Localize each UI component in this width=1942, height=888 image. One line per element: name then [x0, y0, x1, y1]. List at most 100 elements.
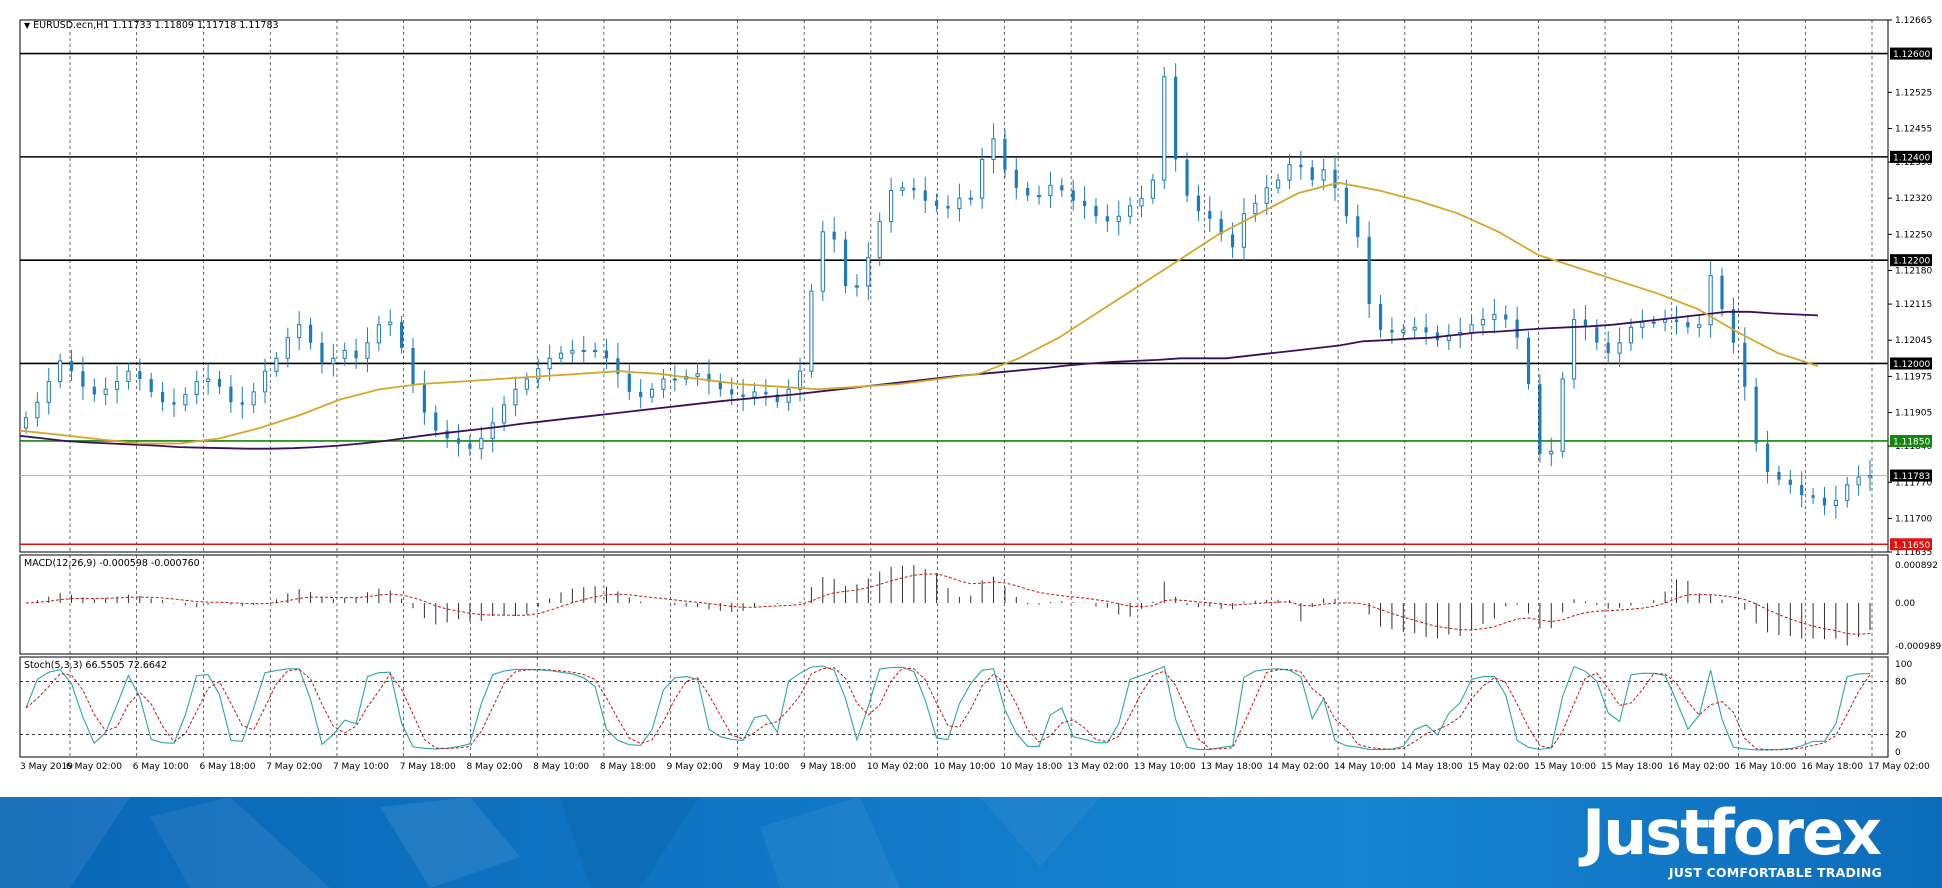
- macd-tick-label: 0.00: [1895, 599, 1915, 609]
- x-tick-label: 16 May 18:00: [1801, 762, 1863, 772]
- x-tick-label: 14 May 02:00: [1267, 762, 1329, 772]
- macd-signal-line: [25, 573, 1871, 635]
- candle-body-down: [1583, 319, 1588, 328]
- candle-body-down: [1356, 216, 1360, 237]
- candle-body-up: [1697, 324, 1702, 328]
- collapse-arrow-icon[interactable]: ▼: [24, 21, 31, 30]
- candle-body-down: [741, 394, 745, 398]
- y-tick-label: 1.11635: [1895, 548, 1932, 558]
- candle-body-down: [718, 381, 722, 390]
- candle-body-down: [138, 371, 142, 379]
- candle-body-down: [445, 430, 449, 439]
- candle-body-up: [957, 197, 962, 210]
- candle-body-up: [1264, 187, 1269, 204]
- x-tick-label: 17 May 02:00: [1868, 762, 1930, 772]
- x-tick-label: 16 May 10:00: [1735, 762, 1797, 772]
- candle-body-up: [23, 417, 29, 429]
- candle-body-down: [160, 391, 165, 403]
- candle-body-up: [331, 357, 336, 364]
- y-tick-label: 1.12250: [1895, 230, 1932, 240]
- slow-moving-average-line: [19, 310, 1819, 450]
- x-tick-label: 7 May 10:00: [333, 762, 389, 772]
- candle-body-up: [365, 342, 370, 359]
- candle-body-up: [888, 189, 894, 222]
- candle-body-up: [206, 378, 211, 383]
- candle-body-down: [1071, 190, 1075, 201]
- candle-body-down: [639, 391, 643, 398]
- stoch-tick-label: 100: [1895, 660, 1912, 670]
- candle-body-down: [456, 438, 461, 444]
- candle-body-up: [103, 388, 108, 395]
- candle-body-up: [285, 337, 290, 359]
- candle-body-up: [593, 350, 598, 353]
- candle-body-down: [400, 322, 404, 348]
- candle-body-up: [183, 393, 188, 406]
- level-price-tag: [1890, 357, 1932, 370]
- candle-body-down: [354, 350, 358, 359]
- candle-body-down: [1185, 159, 1189, 196]
- candle-body-down: [1344, 187, 1348, 217]
- stoch-tick-label: 80: [1895, 678, 1907, 688]
- level-price-label: 1.11783: [1893, 472, 1930, 482]
- y-tick-label: 1.12390: [1895, 158, 1932, 168]
- candle-body-up: [1628, 326, 1634, 344]
- candle-body-down: [1105, 216, 1109, 222]
- candle-body-down: [229, 386, 233, 403]
- y-tick-label: 1.12115: [1895, 300, 1932, 310]
- candle-body-down: [1196, 195, 1201, 212]
- candle-body-down: [240, 402, 244, 405]
- candle-body-up: [297, 324, 302, 339]
- candle-body-up: [524, 378, 529, 390]
- macd-tick-label: -0.000989: [1895, 642, 1941, 652]
- y-tick-label: 1.12665: [1895, 16, 1932, 26]
- candle-body-down: [308, 324, 313, 343]
- y-tick-label: 1.12045: [1895, 336, 1932, 346]
- brand-tagline: JUST COMFORTABLE TRADING: [1668, 865, 1882, 880]
- candle-body-up: [1241, 213, 1247, 248]
- candle-body-up: [1150, 179, 1155, 199]
- y-tick-label: 1.11700: [1895, 514, 1932, 524]
- candle-body-up: [1492, 313, 1497, 321]
- y-tick-label: 1.11905: [1895, 409, 1932, 419]
- y-tick-label: 1.12320: [1895, 194, 1932, 204]
- x-tick-label: 6 May 02:00: [66, 762, 122, 772]
- candle-body-down: [923, 190, 927, 201]
- candle-body-down: [730, 389, 734, 395]
- candle-body-up: [126, 370, 131, 383]
- candle-body-up: [46, 381, 51, 403]
- candle-body-down: [434, 412, 438, 431]
- stoch-label: Stoch(5,3,3) 66.5505 72.6642: [24, 660, 168, 671]
- level-price-label: 1.11850: [1893, 437, 1930, 447]
- macd-label: MACD(12,26,9) -0.000598 -0.000760: [24, 558, 200, 569]
- candle-body-down: [1743, 342, 1747, 387]
- candle-body-down: [1765, 443, 1770, 472]
- candle-body-down: [1026, 187, 1030, 196]
- candle-body-down: [172, 402, 176, 405]
- candle-body-up: [1253, 202, 1258, 215]
- candle-body-up: [1708, 275, 1713, 326]
- candle-body-up: [1412, 326, 1417, 331]
- level-price-tag: [1890, 150, 1932, 163]
- level-price-tag: [1890, 254, 1932, 267]
- level-price-tag: [1890, 47, 1932, 60]
- x-tick-label: 8 May 10:00: [533, 762, 589, 772]
- x-tick-label: 15 May 18:00: [1601, 762, 1663, 772]
- candle-body-up: [877, 220, 882, 259]
- candle-body-up: [866, 257, 871, 287]
- candle-body-up: [1560, 378, 1565, 452]
- candle-body-up: [1480, 319, 1486, 326]
- candle-body-down: [1674, 319, 1679, 323]
- x-tick-label: 15 May 10:00: [1534, 762, 1596, 772]
- candle-body-up: [1116, 215, 1121, 222]
- x-tick-label: 10 May 10:00: [934, 762, 996, 772]
- candle-body-down: [422, 384, 426, 413]
- candle-body-down: [1082, 200, 1087, 206]
- candle-body-down: [1720, 275, 1724, 310]
- x-tick-label: 14 May 18:00: [1401, 762, 1463, 772]
- candle-body-up: [570, 350, 575, 354]
- stoch-panel-border: [19, 656, 1889, 758]
- candle-body-up: [980, 158, 985, 199]
- candle-body-up: [1287, 164, 1292, 181]
- candle-body-up: [797, 370, 803, 390]
